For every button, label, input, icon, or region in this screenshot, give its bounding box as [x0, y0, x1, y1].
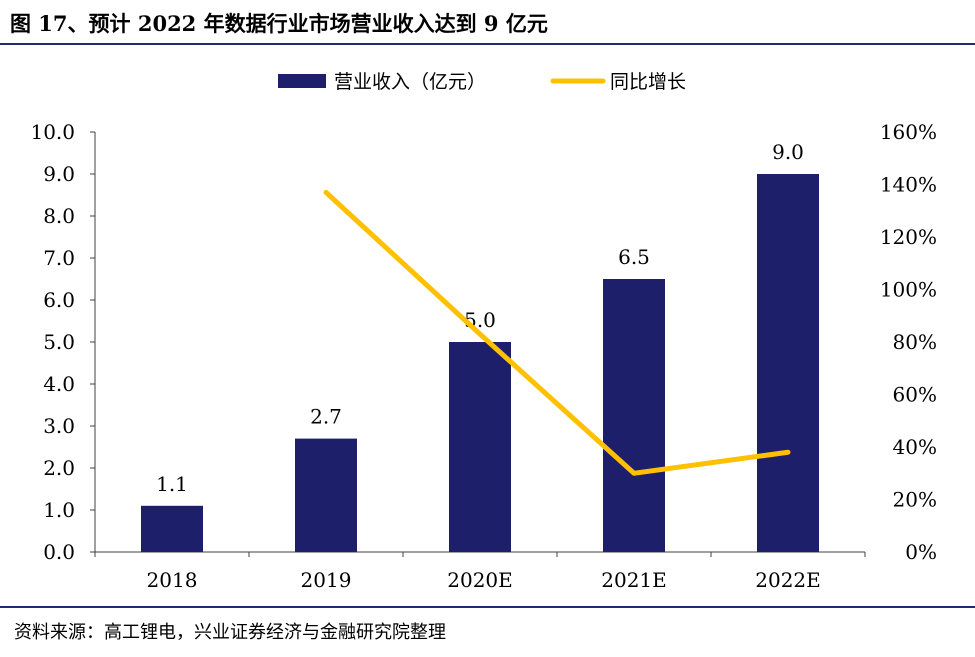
source-note: 资料来源：高工锂电，兴业证券经济与金融研究院整理	[14, 622, 446, 643]
bar-data-label: 5.0	[464, 308, 496, 332]
x-axis-tick-label: 2021E	[601, 568, 667, 592]
bar-data-label: 6.5	[618, 245, 650, 269]
y-axis-left-tick-label: 0.0	[43, 540, 75, 564]
y-axis-left-tick-label: 5.0	[43, 330, 75, 354]
y-axis-right-tick-label: 100%	[880, 278, 937, 302]
x-axis-tick-label: 2022E	[755, 568, 821, 592]
bar-data-label: 2.7	[310, 405, 342, 429]
y-axis-right-tick-label: 80%	[893, 330, 937, 354]
bar-data-label: 1.1	[156, 472, 188, 496]
bar	[603, 279, 665, 552]
footer-divider	[0, 606, 975, 608]
y-axis-left-tick-label: 6.0	[43, 288, 75, 312]
y-axis-left-tick-label: 3.0	[43, 414, 75, 438]
y-axis-right-tick-label: 120%	[880, 225, 937, 249]
bar	[757, 174, 819, 552]
y-axis-left-tick-label: 10.0	[30, 120, 75, 144]
y-axis-right-tick-label: 60%	[893, 383, 937, 407]
y-axis-right-tick-label: 40%	[893, 435, 937, 459]
y-axis-left-tick-label: 2.0	[43, 456, 75, 480]
y-axis-left-tick-label: 1.0	[43, 498, 75, 522]
y-axis-left-tick-label: 9.0	[43, 162, 75, 186]
y-axis-right-tick-label: 0%	[905, 540, 937, 564]
x-axis-tick-label: 2019	[301, 568, 352, 592]
y-axis-right-tick-label: 20%	[893, 488, 937, 512]
y-axis-right-tick-label: 140%	[880, 173, 937, 197]
combo-chart: 0.0 1.0 2.0 3.0 4.0 5.0 6.0 7.0 8.0 9.0 10.0 0% 20% 4…	[30, 71, 937, 592]
y-axis-left-tick-label: 8.0	[43, 204, 75, 228]
bar-data-label: 9.0	[772, 140, 804, 164]
legend-label-growth: 同比增长	[610, 71, 686, 93]
legend-swatch-bar	[278, 74, 326, 88]
y-axis-right-tick-label: 160%	[880, 120, 937, 144]
growth-line	[323, 189, 791, 476]
x-axis-tick-label: 2020E	[447, 568, 513, 592]
y-axis-left-tick-label: 7.0	[43, 246, 75, 270]
y-axis-left-tick-label: 4.0	[43, 372, 75, 396]
bar	[141, 505, 203, 552]
legend-label-revenue: 营业收入（亿元）	[334, 71, 486, 93]
bar	[449, 342, 511, 552]
figure-title: 图 17、预计 2022 年数据行业市场营业收入达到 9 亿元	[10, 11, 548, 36]
x-axis-tick-label: 2018	[147, 568, 198, 592]
bar	[295, 438, 357, 552]
title-divider	[0, 43, 975, 45]
